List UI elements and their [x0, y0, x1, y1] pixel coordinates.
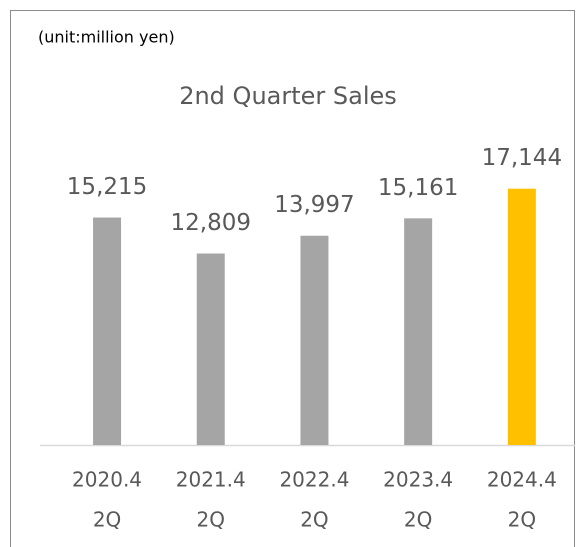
chart-title: 2nd Quarter Sales: [179, 82, 397, 110]
bar: [196, 253, 225, 445]
x-tick-label: 2022.4: [279, 468, 349, 492]
x-tick-label: 2023.4: [383, 468, 453, 492]
x-tick-label: 2Q: [508, 508, 536, 532]
data-label: 13,997: [274, 192, 354, 218]
x-tick-label: 2Q: [93, 508, 121, 532]
data-label: 15,215: [67, 174, 147, 200]
bar: [507, 188, 536, 445]
x-tick-label: 2Q: [300, 508, 328, 532]
bar: [93, 217, 122, 445]
x-tick-label: 2Q: [197, 508, 225, 532]
bar: [300, 235, 329, 445]
data-label: 12,809: [171, 210, 251, 236]
bar: [404, 218, 433, 445]
data-label: 15,161: [378, 175, 458, 201]
x-tick-label: 2020.4: [72, 468, 142, 492]
data-label: 17,144: [482, 145, 562, 171]
x-tick-label: 2021.4: [176, 468, 246, 492]
unit-note: (unit:million yen): [38, 28, 175, 47]
x-tick-label: 2024.4: [487, 468, 557, 492]
x-tick-label: 2Q: [404, 508, 432, 532]
